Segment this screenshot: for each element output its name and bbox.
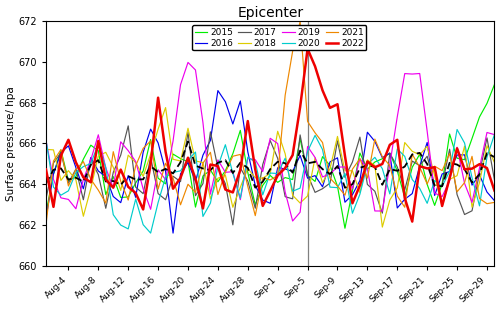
- Title: Epicenter: Epicenter: [237, 6, 304, 20]
- Legend: 2015, 2016, 2017, 2018, 2019, 2020, 2021, 2022: 2015, 2016, 2017, 2018, 2019, 2020, 2021…: [192, 25, 366, 51]
- Y-axis label: Surface pressure/ hpa: Surface pressure/ hpa: [6, 86, 16, 201]
